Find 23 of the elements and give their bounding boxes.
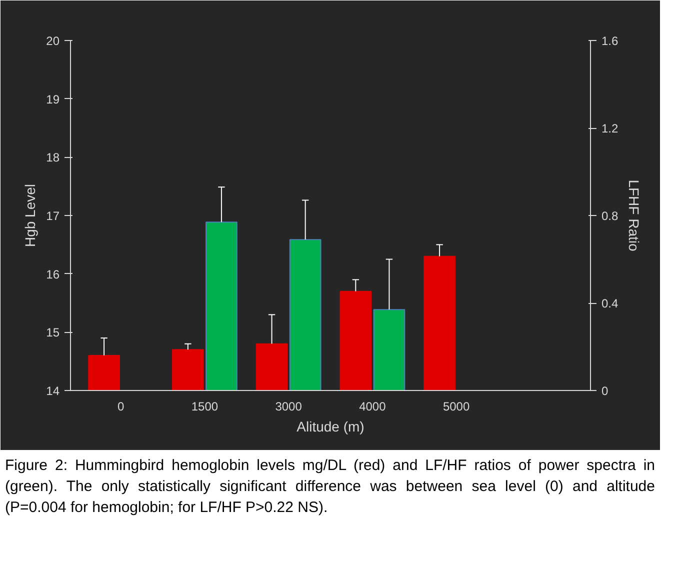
y-tick-label: 17 [46, 209, 60, 223]
y2-tick-label: 1.2 [602, 122, 619, 136]
y2-tick-label: 0.8 [602, 209, 619, 223]
x-axis-title: Alitude (m) [296, 418, 364, 434]
x-tick-label: 3000 [275, 400, 302, 414]
y-tick-label: 14 [46, 384, 60, 398]
y-tick-label: 19 [46, 92, 60, 106]
x-tick-label: 1500 [191, 400, 218, 414]
y-axis-title: Hgb Level [22, 184, 38, 248]
x-tick-label: 4000 [359, 400, 386, 414]
y-tick-label: 18 [46, 150, 60, 165]
y-tick-label: 20 [46, 34, 60, 48]
y2-axis-title: LFHF Ratio [626, 180, 642, 252]
bar [206, 222, 238, 390]
x-tick-label: 5000 [442, 400, 470, 414]
caption: Figure 2: Hummingbird hemoglobin levels mg/DL (red) and LF/HF ratios of power spectra in (green). The only statistically significant difference was between sea level (0) and altitude (P=0.004 for hemoglobin; for LF/HF P>0.22 NS). [5, 456, 655, 518]
y-tick-label: 16 [46, 267, 60, 282]
y2-tick-label: 0 [602, 384, 608, 398]
bar [289, 239, 322, 390]
y-tick-label: 15 [46, 326, 60, 340]
y2-tick-label: 0.4 [602, 296, 619, 310]
y2-tick-label: 1.6 [602, 34, 619, 48]
x-tick-label: 0 [117, 400, 124, 414]
